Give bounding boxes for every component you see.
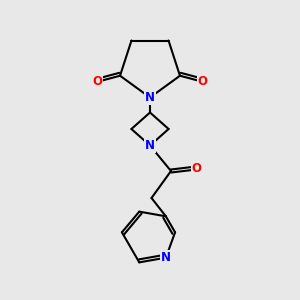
Text: N: N <box>145 91 155 104</box>
Text: O: O <box>191 161 202 175</box>
Text: N: N <box>161 251 171 264</box>
Text: O: O <box>197 75 208 88</box>
Text: N: N <box>145 139 155 152</box>
Text: O: O <box>92 75 103 88</box>
